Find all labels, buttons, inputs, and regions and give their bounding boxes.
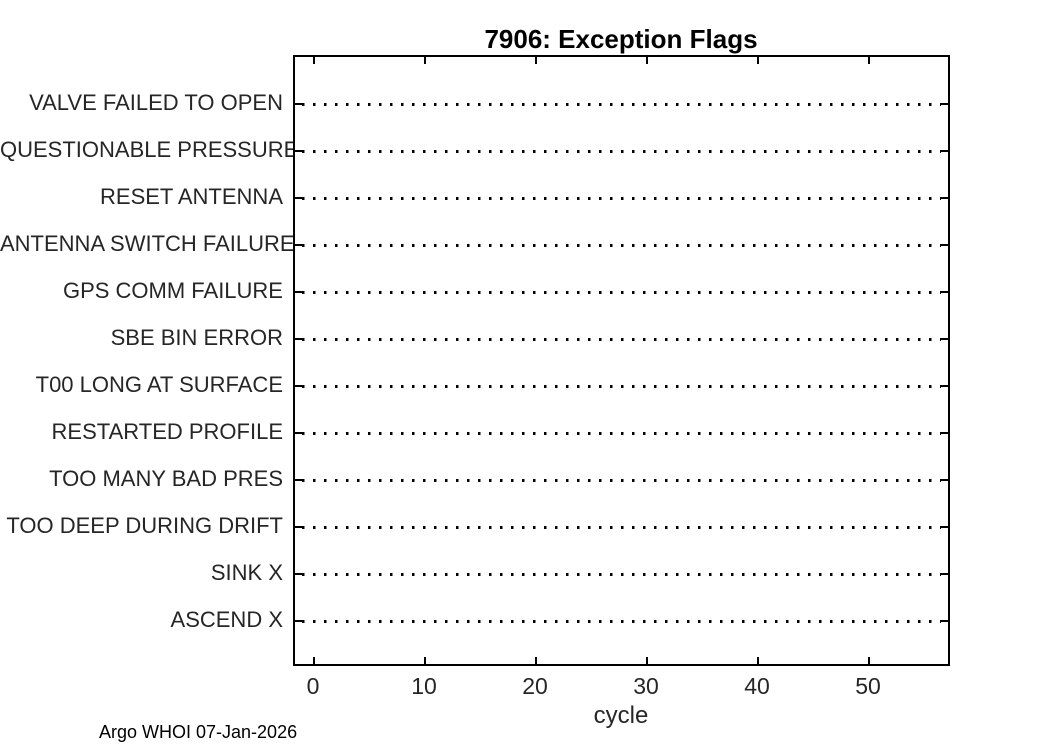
y-tick-left xyxy=(295,620,302,622)
gridline-row xyxy=(295,432,948,435)
dotted-gridline xyxy=(302,573,941,576)
y-tick-right xyxy=(941,479,948,481)
gridline-row xyxy=(295,479,948,482)
gridline-row xyxy=(295,291,948,294)
footer-credit: Argo WHOI 07-Jan-2026 xyxy=(99,722,298,742)
y-axis-label: SINK X xyxy=(210,560,283,585)
gridline-row xyxy=(295,103,948,106)
y-tick-right xyxy=(941,244,948,246)
y-tick-left xyxy=(295,291,302,293)
y-tick-right xyxy=(941,620,948,622)
dotted-gridline xyxy=(302,338,941,341)
gridline-row xyxy=(295,385,948,388)
y-tick-right xyxy=(941,197,948,199)
dotted-gridline xyxy=(302,291,941,294)
gridline-row xyxy=(295,620,948,623)
y-axis-label: QUESTIONABLE PRESSURE xyxy=(0,137,299,162)
x-tick-label: 10 xyxy=(411,673,437,699)
y-tick-left xyxy=(295,150,302,152)
x-tick-top xyxy=(535,57,537,64)
gridline-row xyxy=(295,197,948,200)
dotted-gridline xyxy=(302,385,941,388)
x-tick-bottom xyxy=(646,657,648,664)
y-tick-right xyxy=(941,291,948,293)
x-tick-bottom xyxy=(535,657,537,664)
y-axis-label: T00 LONG AT SURFACE xyxy=(35,372,283,397)
gridline-row xyxy=(295,338,948,341)
dotted-gridline xyxy=(302,432,941,435)
y-axis-label: VALVE FAILED TO OPEN xyxy=(29,90,283,115)
y-tick-right xyxy=(941,338,948,340)
chart-title: 7906: Exception Flags xyxy=(484,24,758,54)
y-tick-right xyxy=(941,103,948,105)
plot-area xyxy=(293,55,950,666)
y-tick-left xyxy=(295,432,302,434)
y-tick-right xyxy=(941,432,948,434)
x-tick-top xyxy=(424,57,426,64)
x-tick-label: 50 xyxy=(855,673,881,699)
x-tick-label: 30 xyxy=(633,673,659,699)
x-tick-bottom xyxy=(313,657,315,664)
x-tick-label: 40 xyxy=(744,673,770,699)
x-tick-top xyxy=(757,57,759,64)
dotted-gridline xyxy=(302,103,941,106)
y-axis-label: GPS COMM FAILURE xyxy=(62,278,283,303)
y-axis-label: TOO MANY BAD PRES xyxy=(49,466,283,491)
x-tick-bottom xyxy=(424,657,426,664)
dotted-gridline xyxy=(302,150,941,153)
gridline-row xyxy=(295,526,948,529)
x-tick-label: 20 xyxy=(522,673,548,699)
dotted-gridline xyxy=(302,244,941,247)
y-axis-label: RESTARTED PROFILE xyxy=(51,419,283,444)
x-axis-label: cycle xyxy=(593,702,649,729)
y-tick-left xyxy=(295,479,302,481)
dotted-gridline xyxy=(302,620,941,623)
y-axis-label: ASCEND X xyxy=(170,607,283,632)
y-tick-left xyxy=(295,244,302,246)
dotted-gridline xyxy=(302,197,941,200)
x-tick-top xyxy=(646,57,648,64)
y-tick-left xyxy=(295,197,302,199)
y-tick-left xyxy=(295,338,302,340)
y-tick-left xyxy=(295,526,302,528)
gridline-row xyxy=(295,244,948,247)
dotted-gridline xyxy=(302,526,941,529)
x-tick-label: 0 xyxy=(306,673,320,699)
x-tick-bottom xyxy=(868,657,870,664)
y-tick-left xyxy=(295,573,302,575)
y-tick-left xyxy=(295,103,302,105)
y-axis-label: SBE BIN ERROR xyxy=(110,325,283,350)
gridline-row xyxy=(295,573,948,576)
dotted-gridline xyxy=(302,479,941,482)
y-axis-label: RESET ANTENNA xyxy=(100,184,283,209)
gridline-row xyxy=(295,150,948,153)
x-tick-top xyxy=(313,57,315,64)
y-tick-right xyxy=(941,150,948,152)
y-tick-right xyxy=(941,385,948,387)
x-tick-top xyxy=(868,57,870,64)
x-tick-bottom xyxy=(757,657,759,664)
y-tick-right xyxy=(941,526,948,528)
y-axis-label: ANTENNA SWITCH FAILURE xyxy=(0,231,295,256)
y-tick-left xyxy=(295,385,302,387)
y-axis-label: TOO DEEP DURING DRIFT xyxy=(6,513,283,538)
y-tick-right xyxy=(941,573,948,575)
